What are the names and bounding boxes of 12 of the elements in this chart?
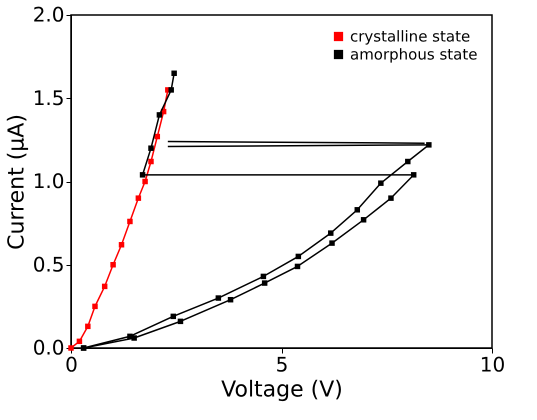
x-tick-label: 0 bbox=[65, 352, 78, 376]
y-tick-label: 0.0 bbox=[32, 336, 64, 360]
y-tick-label: 1.5 bbox=[32, 86, 64, 110]
legend-label: amorphous state bbox=[350, 46, 478, 64]
legend-label: crystalline state bbox=[350, 28, 470, 46]
y-tick-label: 1.0 bbox=[32, 169, 64, 193]
x-tick-label: 10 bbox=[480, 352, 506, 376]
y-tick-label: 0.5 bbox=[32, 252, 64, 276]
y-tick-label: 2.0 bbox=[32, 2, 64, 26]
y-axis-title: Current (μA) bbox=[4, 114, 30, 250]
x-axis-title: Voltage (V) bbox=[221, 378, 343, 402]
x-tick-label: 5 bbox=[276, 352, 288, 376]
